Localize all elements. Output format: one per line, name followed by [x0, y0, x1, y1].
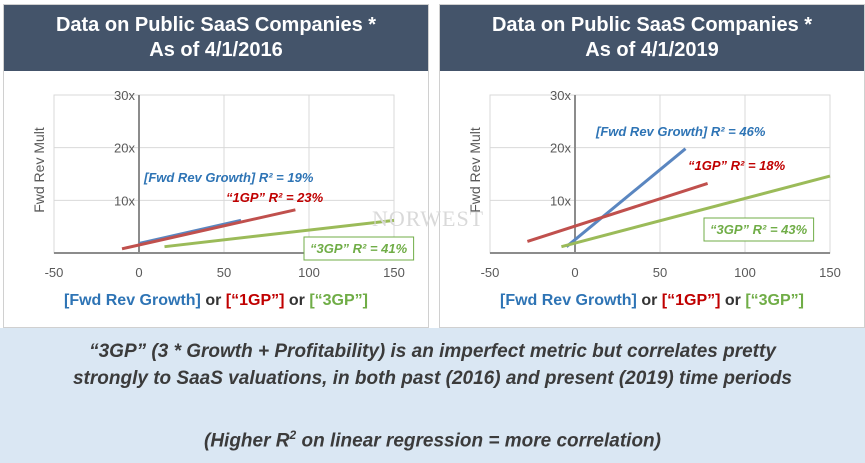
legend-3gp: [“3GP”] — [309, 292, 368, 309]
panel-title-line1: Data on Public SaaS Companies * — [491, 14, 813, 36]
x-tick-label: 150 — [383, 265, 405, 280]
legend-1gp: [“1GP”] — [661, 292, 721, 309]
r-squared-label-gp1: “1GP” R² = 23% — [226, 190, 324, 205]
legend-x-axis: [Fwd Rev Growth] or [“1GP”] or [“3GP”] — [4, 292, 428, 310]
trendline-gp3 — [561, 174, 831, 249]
legend-3gp: [“3GP”] — [745, 292, 804, 309]
x-tick-label: 50 — [653, 265, 667, 280]
summary-line-3-post: on linear regression = more correlation) — [296, 430, 661, 452]
summary-line-1: “3GP” (3 * Growth + Profitability) is an… — [89, 341, 776, 362]
y-tick-label: 30x — [114, 88, 135, 103]
r-squared-label-gp3: “3GP” R² = 41% — [310, 241, 408, 256]
legend-fwd-rev-growth: [Fwd Rev Growth] — [499, 292, 637, 309]
summary-line-3-pre: (Higher R — [204, 430, 290, 452]
r-squared-label-fwd: [Fwd Rev Growth] R² = 46% — [595, 124, 766, 139]
trendline-fwd — [565, 147, 687, 248]
r-squared-label-fwd: [Fwd Rev Growth] R² = 19% — [143, 170, 314, 185]
summary-callout: “3GP” (3 * Growth + Profitability) is an… — [0, 328, 865, 463]
trendline-gp1 — [526, 182, 709, 243]
x-tick-label: 0 — [135, 265, 142, 280]
panel-title-line2: As of 4/1/2016 — [149, 39, 283, 61]
y-tick-label: 10x — [114, 193, 135, 208]
legend-or: or — [720, 292, 746, 309]
chart-panel-2016: Data on Public SaaS Companies * As of 4/… — [3, 4, 429, 328]
r-squared-label-box — [303, 236, 415, 261]
legend-1gp: [“1GP”] — [225, 292, 285, 309]
r-squared-label-gp1: “1GP” R² = 18% — [688, 158, 786, 173]
regression-chart-2019: 10x 20x 30x -50 0 50 100 150 Fwd Rev Mult [Fwd Re… — [467, 88, 841, 280]
y-tick-label: 30x — [550, 88, 571, 103]
regression-chart-2016: 10x 20x 30x -50 0 50 100 150 Fwd Rev Mult [Fwd Re… — [31, 88, 415, 280]
r-squared-label-gp3: “3GP” R² = 43% — [710, 222, 808, 237]
x-tick-label: -50 — [481, 265, 500, 280]
panel-title-line1: Data on Public SaaS Companies * — [55, 14, 377, 36]
x-tick-label: 50 — [217, 265, 231, 280]
summary-line-3-sup: 2 — [289, 428, 297, 442]
y-tick-label: 20x — [114, 141, 135, 156]
legend-x-axis: [Fwd Rev Growth] or [“1GP”] or [“3GP”] — [440, 292, 864, 310]
y-axis-label: Fwd Rev Mult — [31, 127, 47, 213]
x-tick-label: 100 — [734, 265, 756, 280]
panel-header: Data on Public SaaS Companies * As of 4/… — [4, 5, 428, 71]
x-tick-label: 100 — [298, 265, 320, 280]
trendline-gp1 — [121, 208, 296, 251]
y-tick-label: 20x — [550, 141, 571, 156]
summary-line-2: strongly to SaaS valuations, in both pas… — [72, 368, 792, 389]
x-tick-label: -50 — [45, 265, 64, 280]
x-tick-label: 150 — [819, 265, 841, 280]
panel-header: Data on Public SaaS Companies * As of 4/… — [440, 5, 864, 71]
legend-fwd-rev-growth: [Fwd Rev Growth] — [63, 292, 201, 309]
panel-title-line2: As of 4/1/2019 — [585, 39, 719, 61]
trendline-gp3 — [164, 218, 395, 249]
legend-or: or — [284, 292, 310, 309]
norwest-watermark: NORWEST — [372, 206, 485, 231]
y-tick-label: 10x — [550, 193, 571, 208]
r-squared-label-box — [703, 217, 815, 242]
chart-panel-2019: Data on Public SaaS Companies * As of 4/… — [439, 4, 865, 328]
summary-line-3: (Higher R2 on linear regression = more c… — [0, 422, 865, 454]
legend-or: or — [636, 292, 662, 309]
x-tick-label: 0 — [571, 265, 578, 280]
y-axis-label: Fwd Rev Mult — [467, 127, 483, 213]
legend-or: or — [200, 292, 226, 309]
